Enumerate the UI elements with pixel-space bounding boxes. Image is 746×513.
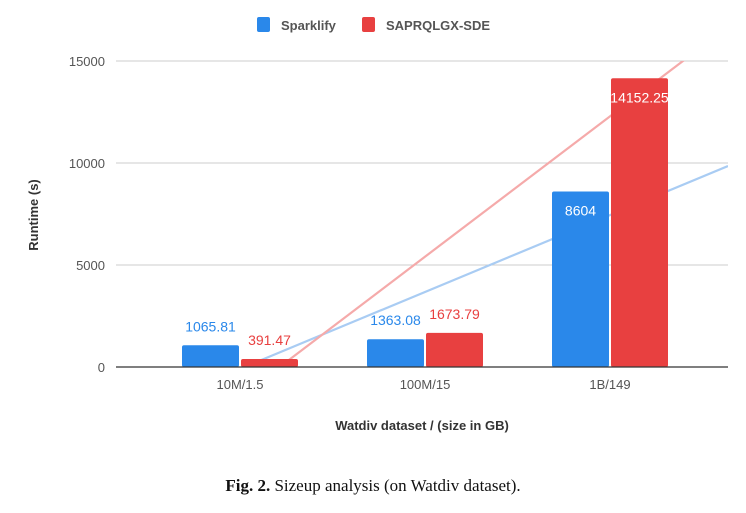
bar-chart: 1065.81 1363.088604391.471673.7914152.25 … [26, 17, 728, 433]
y-tick-label: 0 [98, 360, 105, 375]
data-labels: 1065.81 1363.08 8604 391.47 1673.79 14152.25 [185, 89, 669, 348]
bar [241, 359, 298, 367]
bar [552, 191, 609, 367]
y-axis-label: Runtime (s) [26, 179, 41, 251]
data-label: 8604 [565, 202, 596, 218]
legend-label: SAPRQLGX-SDE [386, 18, 490, 33]
x-tick-labels: 10M/1.5 100M/15 1B/149 [217, 377, 631, 392]
data-label: 391.47 [248, 332, 291, 348]
legend: Sparklify SAPRQLGX-SDE [257, 17, 490, 33]
data-label: 1363.08 [370, 312, 421, 328]
caption-text: Sizeup analysis (on Watdiv dataset). [274, 476, 521, 495]
bar [182, 345, 239, 367]
data-label: 14152.25 [610, 89, 669, 105]
bar [367, 339, 424, 367]
bar [426, 332, 483, 367]
legend-label: Sparklify [281, 18, 337, 33]
y-tick-label: 15000 [69, 54, 105, 69]
bar [611, 78, 668, 367]
caption-label: Fig. 2. [225, 476, 271, 495]
y-tick-labels: 0 5000 10000 15000 [69, 54, 105, 375]
x-tick-label: 1B/149 [589, 377, 630, 392]
x-tick-label: 10M/1.5 [217, 377, 264, 392]
x-tick-label: 100M/15 [400, 377, 451, 392]
y-tick-label: 5000 [76, 258, 105, 273]
data-label: 1673.79 [429, 306, 480, 322]
x-axis-label: Watdiv dataset / (size in GB) [335, 418, 509, 433]
legend-swatch-saprqlgx [362, 17, 375, 32]
y-tick-label: 10000 [69, 156, 105, 171]
legend-swatch-sparklify [257, 17, 270, 32]
figure-caption: Fig. 2. Sizeup analysis (on Watdiv datas… [0, 476, 746, 496]
bars [182, 78, 668, 367]
data-label: 1065.81 [185, 318, 236, 334]
